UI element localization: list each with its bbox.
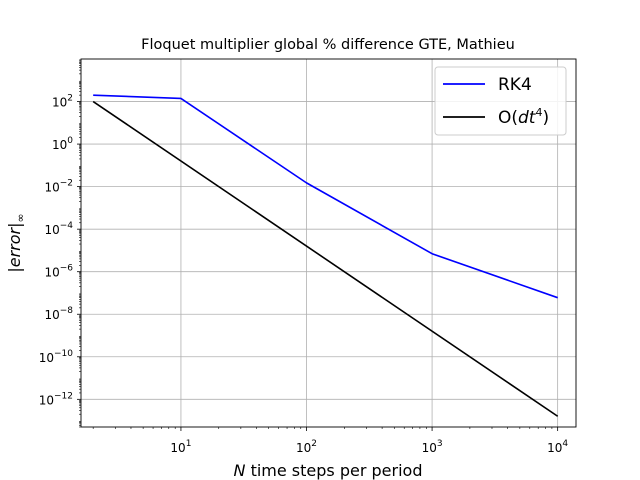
y-tick-label: 10−10 bbox=[39, 349, 74, 365]
plot-frame bbox=[80, 58, 577, 428]
axis-ticks: 101 102 103 104 102 100 10−2 10−4 10−6 10−8 10−10 1… bbox=[39, 59, 568, 455]
y-axis-label: |error|∞ bbox=[5, 213, 27, 272]
legend: RK4 O(dt4) bbox=[434, 66, 567, 136]
y-tick-label: 102 bbox=[52, 94, 73, 110]
x-tick-label: 101 bbox=[170, 439, 191, 455]
x-tick-label: 103 bbox=[422, 439, 443, 455]
series-line-order-dt4 bbox=[92, 100, 559, 417]
y-tick-label: 100 bbox=[52, 136, 73, 152]
legend-label-rk4: RK4 bbox=[498, 75, 532, 95]
series-line-rk4 bbox=[93, 94, 558, 299]
x-tick-label: 104 bbox=[547, 439, 568, 455]
y-tick-label: 10−2 bbox=[44, 179, 73, 195]
series-lines bbox=[92, 94, 559, 417]
y-tick-label: 10−4 bbox=[44, 221, 73, 237]
y-tick-label: 10−12 bbox=[39, 391, 73, 407]
grid-lines bbox=[81, 59, 576, 427]
y-tick-label: 10−6 bbox=[44, 264, 73, 280]
chart-title: Floquet multiplier global % difference G… bbox=[141, 37, 515, 53]
x-tick-label: 102 bbox=[296, 439, 317, 455]
y-tick-label: 10−8 bbox=[44, 306, 73, 322]
x-axis-label: N time steps per period bbox=[234, 461, 423, 480]
